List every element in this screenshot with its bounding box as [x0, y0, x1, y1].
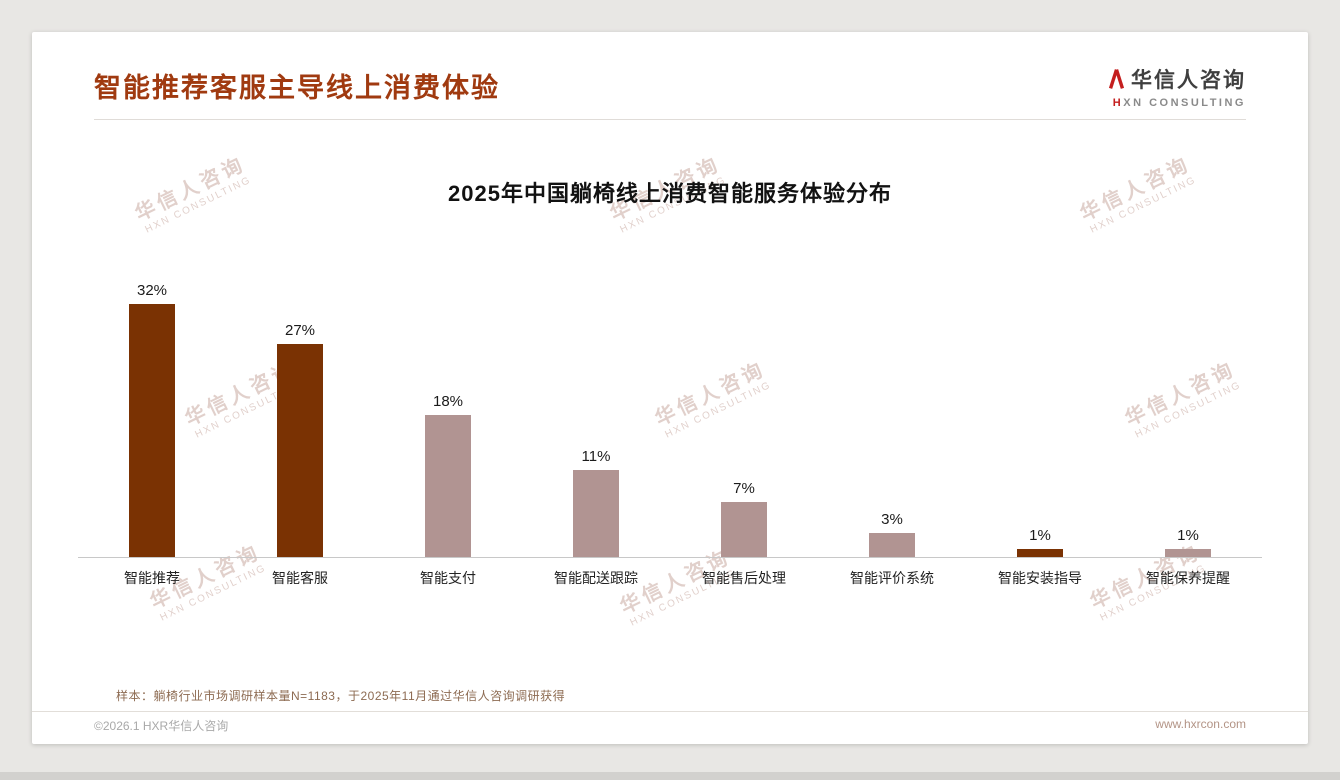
footer-divider	[32, 711, 1308, 712]
bar-value-label: 18%	[432, 392, 464, 410]
copyright-text: ©2026.1 HXR华信人咨询	[94, 719, 229, 733]
bar-category-label: 智能配送跟踪	[554, 570, 638, 586]
bar-category-label: 智能安装指导	[998, 570, 1082, 586]
chart-bar	[425, 414, 471, 557]
chart-bar	[869, 533, 915, 557]
bar-category-label: 智能推荐	[124, 570, 180, 586]
footer-row: ©2026.1 HXR华信人咨询 www.hxrcon.com	[94, 717, 1246, 734]
bar-slot: 1%	[966, 248, 1114, 557]
slide-card: 华信人咨询 HXN CONSULTING 华信人咨询 HXN CONSULTING 华信…	[32, 32, 1308, 744]
chart-bar	[277, 343, 323, 557]
bar-value-label: 7%	[733, 479, 755, 497]
bar-slot: 32%	[78, 248, 226, 557]
bar-category-label: 智能客服	[272, 570, 328, 586]
chart-title: 2025年中国躺椅线上消费智能服务体验分布	[448, 181, 892, 206]
bar-slot: 1%	[1114, 248, 1262, 557]
chart-bar	[1017, 549, 1063, 557]
bar-slot: 7%	[670, 248, 818, 557]
chart-bar	[129, 304, 175, 557]
category-axis: 智能推荐 智能客服 智能支付 智能配送跟踪 智能售后处理 智能评价系统 智能安装指导 智能保养…	[78, 568, 1262, 588]
sample-note: 样本：躺椅行业市场调研样本量N=1183，于2025年11月通过华信人咨询调研获…	[116, 689, 566, 703]
page-title: 智能推荐客服主导线上消费体验	[94, 73, 500, 103]
bar-chart: 32% 27% 18% 11% 7% 3% 1% 1%	[78, 248, 1262, 558]
bar-value-label: 27%	[284, 321, 316, 339]
logo-tagline: HXN CONSULTING	[1112, 97, 1246, 109]
bar-value-label: 32%	[136, 282, 168, 300]
bar-slot: 27%	[226, 248, 374, 557]
chart-bar	[1165, 549, 1211, 557]
bar-slot: 3%	[818, 248, 966, 557]
bar-value-label: 1%	[1029, 527, 1051, 545]
chart-bar	[721, 501, 767, 557]
bar-category-label: 智能保养提醒	[1146, 570, 1230, 586]
bar-category-label: 智能评价系统	[850, 570, 934, 586]
bar-slot: 11%	[522, 248, 670, 557]
logo-name: 华信人咨询	[1131, 69, 1246, 92]
header-divider	[94, 119, 1246, 120]
page-edge	[0, 772, 1340, 780]
company-logo: 华信人咨询 HXN CONSULTING	[1108, 64, 1246, 109]
bar-slot: 18%	[374, 248, 522, 557]
bar-category-label: 智能售后处理	[702, 570, 786, 586]
bar-value-label: 11%	[581, 448, 611, 466]
bar-value-label: 3%	[881, 511, 903, 529]
website-link[interactable]: www.hxrcon.com	[1155, 717, 1246, 731]
header: 智能推荐客服主导线上消费体验 华信人咨询 HXN CONSULTING	[32, 32, 1308, 120]
slide-content: 智能推荐客服主导线上消费体验 华信人咨询 HXN CONSULTING 2025…	[32, 32, 1308, 744]
chart-bar	[573, 470, 619, 557]
logo-person-icon	[1108, 69, 1125, 89]
bar-value-label: 1%	[1177, 527, 1199, 545]
bar-category-label: 智能支付	[420, 570, 476, 586]
